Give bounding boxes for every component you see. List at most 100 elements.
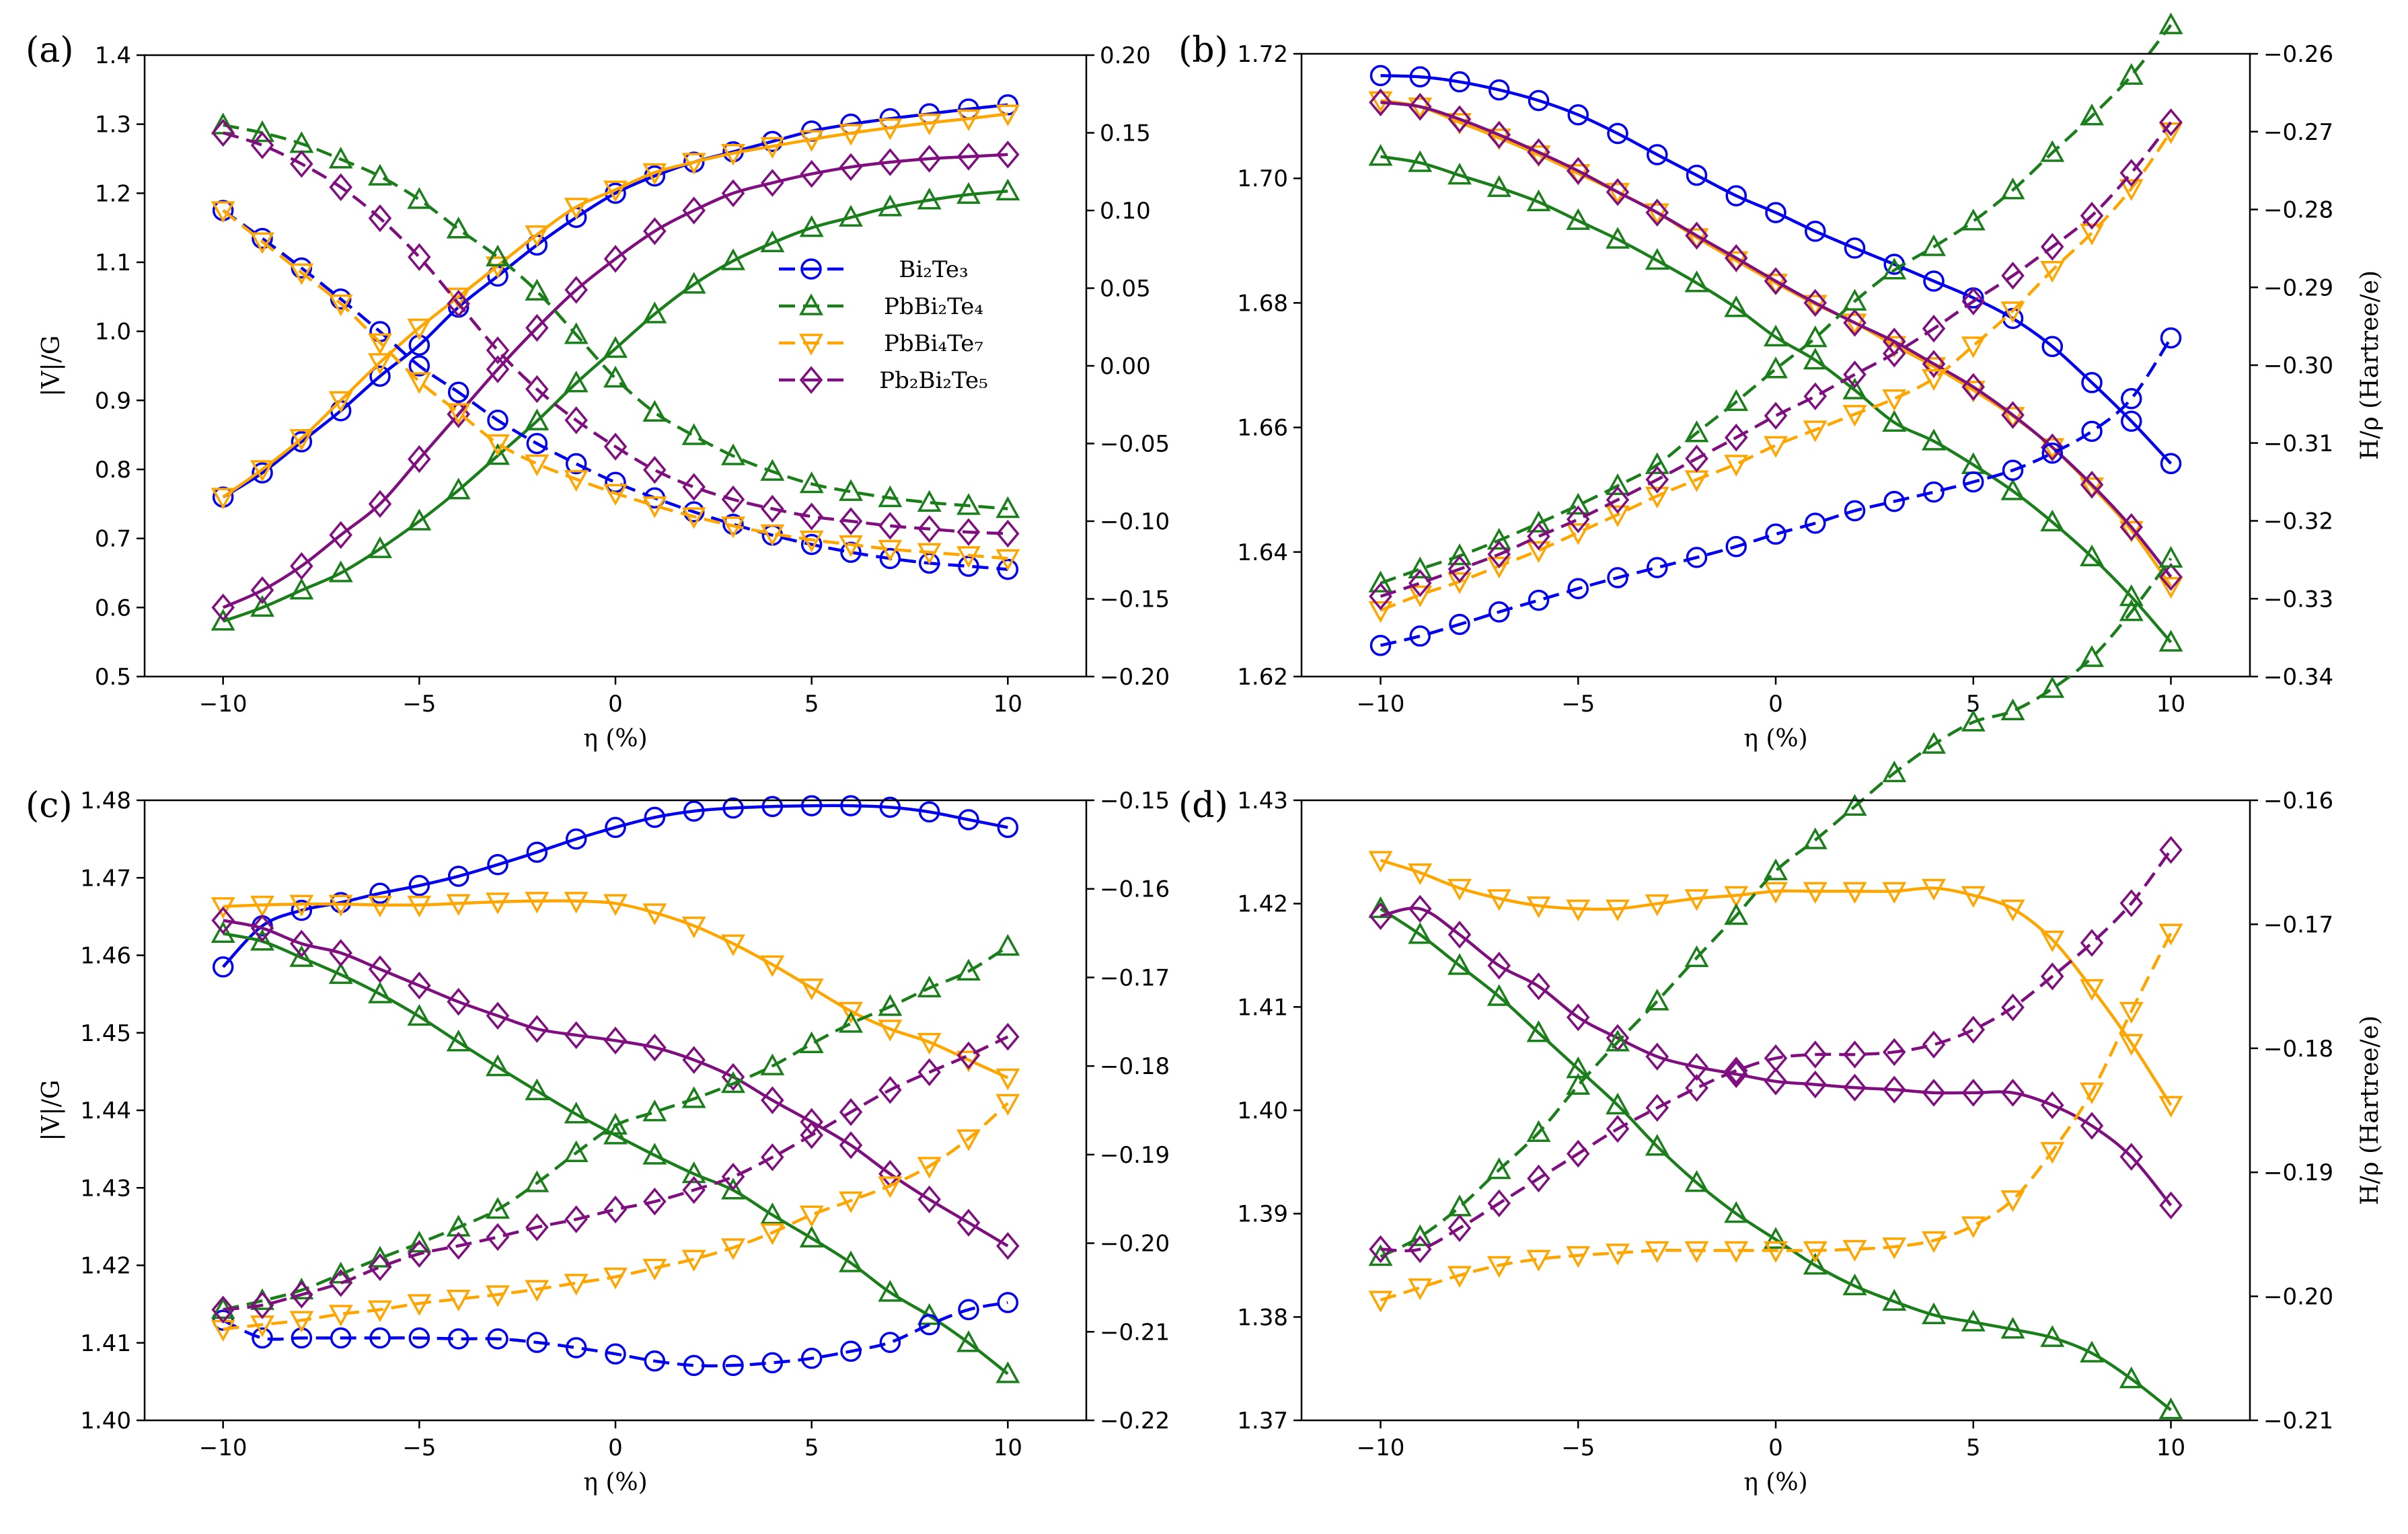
point-PbBi2Te4-left-7	[2040, 509, 2065, 532]
point-Pb2Bi2Te5-right--5	[408, 1239, 431, 1268]
point-Bi2Te3-left--6	[369, 365, 391, 387]
point-Pb2Bi2Te5-right-6	[2001, 993, 2025, 1022]
point-PbBi4Te7-left--7	[328, 894, 353, 917]
point-PbBi4Te7-right-5	[799, 1205, 824, 1228]
point-Bi2Te3-left--8	[1449, 71, 1470, 93]
point-PbBi2Te4-left--8	[1447, 953, 1472, 975]
point-PbBi2Te4-left--10	[1368, 144, 1393, 166]
point-Bi2Te3-left--2	[526, 841, 548, 863]
point-PbBi4Te7-left-1	[642, 903, 667, 925]
point-Pb2Bi2Te5-left--10	[1369, 902, 1392, 930]
point-PbBi4Te7-left-7	[2040, 438, 2065, 460]
point-PbBi2Te4-right-10	[995, 933, 1020, 956]
point-Bi2Te3-right-1	[1805, 512, 1826, 534]
point-Pb2Bi2Te5-left--7	[1487, 952, 1511, 980]
point-PbBi2Te4-right-10	[2158, 12, 2183, 34]
point-PbBi2Te4-right--7	[328, 147, 353, 169]
point-Pb2Bi2Te5-right-0	[1764, 1044, 1788, 1073]
point-PbBi2Te4-left--1	[564, 371, 589, 393]
point-PbBi4Te7-right-1	[1803, 420, 1828, 443]
y-tick-label: 1.42	[1237, 891, 1288, 918]
point-PbBi4Te7-left-2	[681, 916, 706, 939]
y-tick-label: 1.2	[95, 180, 131, 207]
point-Pb2Bi2Te5-right-7	[878, 512, 902, 540]
point-PbBi2Te4-left-10	[2158, 629, 2183, 652]
point-Bi2Te3-left--9	[1409, 66, 1431, 88]
point-PbBi4Te7-left--1	[564, 198, 589, 220]
y2-tick-label: −0.28	[2263, 197, 2333, 224]
y2-tick-label: −0.32	[2263, 508, 2333, 535]
point-PbBi4Te7-left-6	[839, 124, 863, 146]
point-Pb2Bi2Te5-left-10	[2159, 1191, 2183, 1220]
point-PbBi4Te7-right-9	[956, 1129, 981, 1151]
point-PbBi4Te7-left--6	[368, 895, 392, 918]
point-PbBi4Te7-right-3	[1882, 1237, 1907, 1260]
x-tick-label: 10	[993, 691, 1022, 718]
panel-label: (d)	[1178, 785, 1228, 826]
y2-tick-label: −0.10	[1100, 508, 1170, 535]
point-PbBi2Te4-right-5	[799, 471, 824, 494]
point-PbBi4Te7-right-4	[1922, 369, 1946, 391]
point-PbBi4Te7-right--10	[1368, 601, 1393, 623]
point-PbBi2Te4-right--6	[1526, 1120, 1551, 1142]
point-Bi2Te3-right--4	[447, 381, 469, 404]
point-Pb2Bi2Te5-right-3	[1882, 339, 1906, 368]
point-PbBi4Te7-right--4	[1606, 1243, 1630, 1266]
point-Pb2Bi2Te5-left--5	[408, 971, 431, 1000]
point-PbBi2Te4-left--1	[1724, 1201, 1749, 1223]
point-Pb2Bi2Te5-right--3	[1645, 1094, 1669, 1122]
point-PbBi2Te4-left--1	[564, 1102, 589, 1124]
point-Pb2Bi2Te5-left--1	[1724, 1060, 1748, 1088]
point-PbBi2Te4-left-6	[2000, 1317, 2025, 1339]
point-PbBi4Te7-right--4	[446, 1289, 471, 1312]
point-PbBi4Te7-right--6	[368, 333, 392, 355]
point-Pb2Bi2Te5-right-0	[603, 432, 628, 461]
point-PbBi4Te7-right-1	[642, 1258, 667, 1281]
y-tick-label: 1.66	[1237, 415, 1288, 442]
point-Bi2Te3-right-5	[800, 1348, 823, 1369]
point-Pb2Bi2Te5-right-10	[996, 519, 1020, 548]
y-tick-label: 1.48	[80, 788, 131, 814]
point-Pb2Bi2Te5-left-3	[721, 1063, 745, 1091]
point-Pb2Bi2Te5-right-10	[996, 1022, 1020, 1051]
x-axis-label: η (%)	[1743, 725, 1807, 753]
y-tick-label: 1.41	[80, 1330, 131, 1357]
point-PbBi4Te7-right-2	[681, 1250, 706, 1272]
point-PbBi2Te4-right--3	[1645, 452, 1669, 474]
point-PbBi2Te4-left--4	[1606, 1092, 1630, 1115]
point-PbBi2Te4-right--5	[1566, 1073, 1591, 1095]
point-Pb2Bi2Te5-right-1	[643, 456, 667, 484]
series-PbBi2Te4-right	[1368, 12, 2183, 592]
point-PbBi2Te4-right-1	[642, 399, 667, 422]
point-Pb2Bi2Te5-right--7	[329, 173, 352, 202]
point-Pb2Bi2Te5-right-3	[1882, 1038, 1906, 1067]
point-Bi2Te3-right--9	[252, 227, 273, 250]
point-Bi2Te3-right-5	[800, 533, 823, 555]
point-PbBi2Te4-right--6	[1526, 510, 1551, 533]
point-PbBi2Te4-right-4	[760, 1053, 785, 1075]
point-Pb2Bi2Te5-left--7	[329, 939, 352, 967]
point-Bi2Te3-right-2	[683, 1354, 705, 1377]
point-PbBi2Te4-right--7	[1487, 527, 1511, 550]
point-PbBi2Te4-right--9	[1408, 556, 1433, 579]
point-Bi2Te3-right-10	[997, 1292, 1019, 1313]
x-tick-label: 10	[2156, 691, 2185, 718]
point-Bi2Te3-right-0	[605, 1343, 626, 1365]
point-Pb2Bi2Te5-left-2	[1843, 309, 1867, 337]
point-PbBi2Te4-left--6	[368, 981, 392, 1003]
point-Pb2Bi2Te5-right--1	[564, 406, 588, 434]
point-PbBi4Te7-left--5	[1566, 899, 1591, 921]
series-Pb2Bi2Te5-left	[1369, 88, 2183, 591]
series-Bi2Te3-right	[212, 1292, 1019, 1377]
series-PbBi2Te4-left	[1368, 144, 2183, 652]
point-Pb2Bi2Te5-right--4	[447, 1231, 470, 1260]
point-PbBi4Te7-left-10	[2158, 576, 2183, 599]
point-Bi2Te3-right--7	[1489, 601, 1510, 623]
x-tick-label: −10	[199, 691, 248, 718]
point-PbBi2Te4-right-6	[2000, 698, 2025, 720]
series-Pb2Bi2Te5-right	[1369, 108, 2183, 611]
point-PbBi4Te7-left-4	[1922, 878, 1946, 901]
point-PbBi4Te7-right--1	[564, 1274, 589, 1296]
y-tick-label: 1.46	[80, 943, 131, 970]
point-Pb2Bi2Te5-left--9	[1408, 894, 1432, 923]
